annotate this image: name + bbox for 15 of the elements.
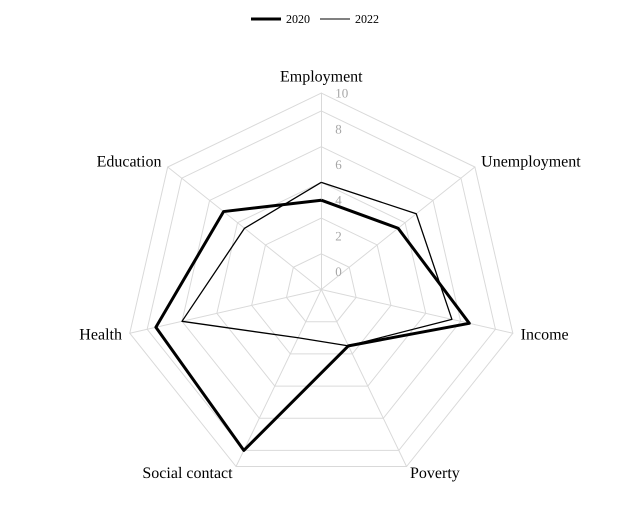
spoke-label: Poverty bbox=[410, 465, 460, 482]
spoke-label: Unemployment bbox=[481, 154, 582, 171]
spoke-label: Education bbox=[96, 154, 162, 171]
spoke-label: Health bbox=[79, 326, 122, 344]
y-tick-label: 2 bbox=[335, 228, 342, 244]
y-tick-label: 6 bbox=[335, 157, 342, 172]
y-tick-label: 10 bbox=[335, 86, 348, 101]
legend-label: 2022 bbox=[355, 12, 379, 26]
y-tick-label: 4 bbox=[335, 192, 342, 208]
legend-label: 2020 bbox=[286, 12, 310, 26]
spoke-label: Income bbox=[520, 326, 569, 344]
spoke-label: Employment bbox=[280, 68, 364, 86]
y-tick-label: 8 bbox=[335, 121, 342, 136]
y-tick-label: 0 bbox=[335, 264, 342, 280]
spoke-label: Social contact bbox=[142, 465, 234, 482]
